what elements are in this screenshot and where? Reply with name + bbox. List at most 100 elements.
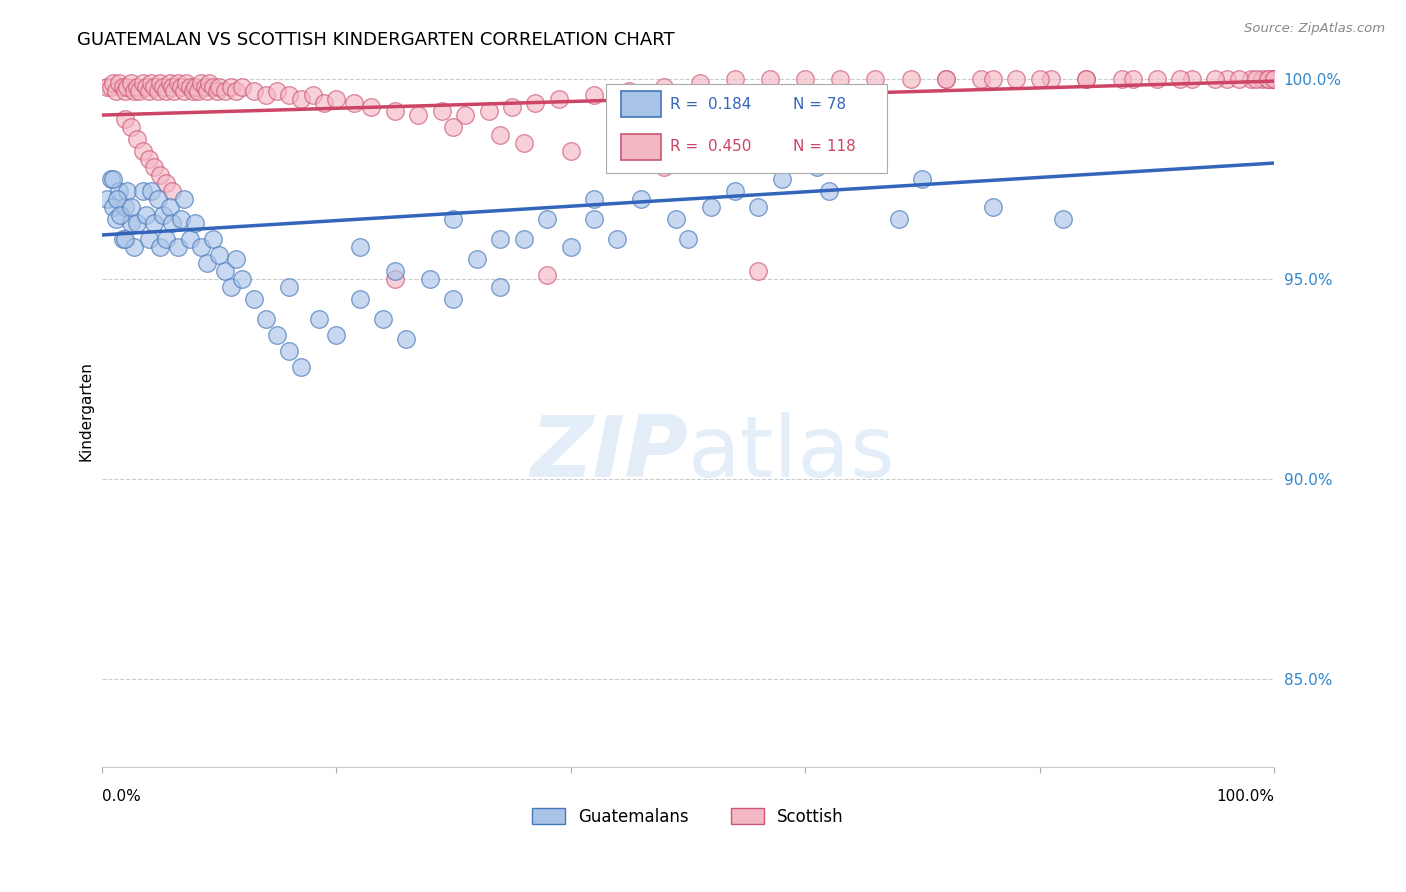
Point: [152, 80, 174, 95]
Point: [120, 200, 142, 214]
Point: [173, 84, 195, 98]
Point: [184, 216, 207, 230]
Point: [700, 200, 723, 214]
Point: [278, 280, 301, 294]
Point: [131, 144, 153, 158]
Point: [747, 200, 769, 214]
Point: [194, 80, 217, 95]
Point: [759, 72, 782, 87]
Text: N = 118: N = 118: [793, 139, 856, 154]
Point: [349, 240, 371, 254]
Point: [170, 80, 193, 95]
Point: [665, 212, 688, 227]
Point: [1076, 72, 1098, 87]
Point: [724, 72, 747, 87]
Point: [243, 292, 266, 306]
Point: [125, 132, 148, 146]
Point: [139, 184, 162, 198]
Point: [120, 120, 142, 134]
Point: [606, 152, 628, 166]
Text: N = 78: N = 78: [793, 96, 846, 112]
Point: [179, 80, 201, 95]
Point: [454, 108, 477, 122]
Point: [104, 84, 127, 98]
Point: [865, 72, 887, 87]
Point: [1146, 72, 1168, 87]
Point: [806, 160, 828, 174]
Point: [536, 212, 558, 227]
Point: [139, 76, 162, 90]
Point: [583, 192, 606, 206]
Point: [120, 76, 142, 90]
Point: [654, 160, 676, 174]
Point: [441, 120, 464, 134]
Point: [830, 72, 852, 87]
Point: [190, 240, 212, 254]
Point: [138, 84, 160, 98]
Point: [1263, 72, 1285, 87]
Point: [155, 84, 177, 98]
Point: [970, 72, 993, 87]
Point: [583, 212, 606, 227]
Point: [1263, 72, 1285, 87]
Point: [1111, 72, 1133, 87]
Point: [117, 184, 139, 198]
Point: [100, 172, 122, 186]
Point: [489, 128, 512, 142]
Point: [349, 292, 371, 306]
Point: [108, 76, 131, 90]
Point: [181, 84, 204, 98]
Point: [159, 200, 181, 214]
Point: [143, 160, 166, 174]
Legend: Guatemalans, Scottish: Guatemalans, Scottish: [531, 808, 844, 826]
Point: [179, 232, 201, 246]
Point: [430, 104, 453, 119]
Point: [1052, 212, 1074, 227]
Point: [96, 80, 118, 95]
Point: [146, 84, 169, 98]
Point: [278, 343, 301, 358]
FancyBboxPatch shape: [621, 91, 661, 117]
Point: [1257, 72, 1279, 87]
Point: [143, 80, 166, 95]
Point: [887, 212, 910, 227]
Point: [138, 152, 160, 166]
Point: [371, 312, 394, 326]
Point: [131, 76, 153, 90]
Point: [219, 80, 242, 95]
Point: [125, 80, 148, 95]
Point: [981, 72, 1004, 87]
Point: [128, 84, 150, 98]
Point: [114, 232, 136, 246]
Point: [1257, 72, 1279, 87]
Point: [149, 76, 172, 90]
Point: [96, 192, 118, 206]
Point: [184, 80, 207, 95]
Point: [170, 212, 193, 227]
Point: [103, 172, 125, 186]
Point: [160, 216, 183, 230]
Point: [108, 184, 131, 198]
Point: [163, 84, 186, 98]
Text: atlas: atlas: [688, 412, 896, 495]
Point: [1263, 72, 1285, 87]
FancyBboxPatch shape: [606, 84, 887, 172]
Point: [325, 92, 347, 106]
Point: [149, 168, 172, 182]
Point: [1216, 72, 1239, 87]
Point: [219, 280, 242, 294]
Point: [243, 84, 266, 98]
Point: [205, 84, 228, 98]
Point: [441, 212, 464, 227]
Point: [155, 232, 177, 246]
Point: [114, 112, 136, 127]
Text: R =  0.184: R = 0.184: [671, 96, 752, 112]
Point: [174, 76, 197, 90]
Point: [117, 80, 139, 95]
Point: [747, 264, 769, 278]
Point: [1076, 72, 1098, 87]
Y-axis label: Kindergarten: Kindergarten: [79, 361, 93, 461]
Point: [195, 84, 218, 98]
Point: [201, 232, 224, 246]
Point: [104, 212, 127, 227]
